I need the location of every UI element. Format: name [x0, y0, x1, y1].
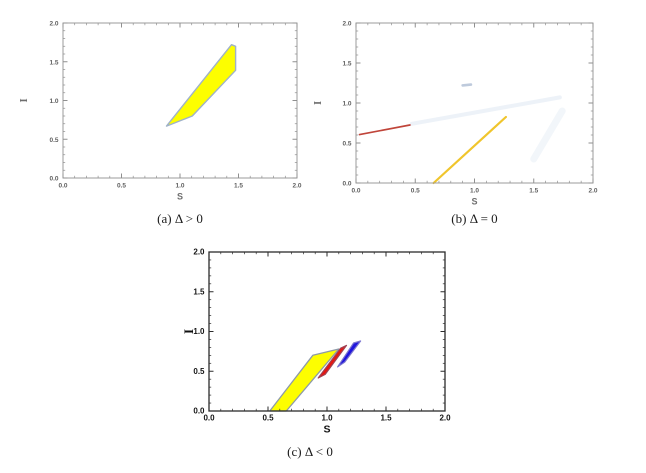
region-plot-delta-negative: 0.0 0.5 1.0 1.5 2.0 0.0 0.5 1.0 1.5 2.0 S I: [181, 248, 451, 436]
x-axis-label: S: [471, 197, 477, 206]
faint-streak-right: [530, 107, 566, 163]
panel-a: 0.0 0.5 1.0 1.5 2.0 0.0 0.5 1.0 1.5 2.0 S I: [0, 0, 322, 205]
y-tick-label: 1.5: [49, 59, 58, 66]
x-tick-label: 0.0: [203, 414, 215, 423]
y-tick-label: 2.0: [49, 21, 58, 28]
y-tick-label: 1.0: [342, 101, 351, 108]
y-tick-label: 1.5: [342, 61, 351, 68]
delta-positive-yellow-region: [165, 44, 237, 127]
y-tick-label: 2.0: [342, 21, 351, 28]
x-tick-label: 2.0: [292, 183, 301, 190]
y-tick-label: 0.5: [193, 367, 205, 376]
x-tick-label: 0.5: [117, 183, 126, 190]
y-tick-label: 0.0: [342, 181, 351, 188]
x-tick-label: 1.0: [175, 183, 184, 190]
y-tick-label: 1.0: [49, 98, 58, 105]
x-tick-label: 1.5: [234, 183, 243, 190]
plot-frame: [208, 251, 446, 412]
y-axis-label: I: [313, 101, 324, 105]
axis-ticks: [208, 251, 446, 412]
caption-b: (b) Δ = 0: [451, 211, 498, 226]
axis-ticks: [355, 22, 594, 184]
axis-ticks: [62, 22, 298, 179]
x-tick-label: 0.0: [351, 188, 360, 195]
panel-b: 0.0 0.5 1.0 1.5 2.0 0.0 0.5 1.0 1.5 2.0 S I: [310, 0, 646, 206]
region-plot-delta-zero: 0.0 0.5 1.0 1.5 2.0 0.0 0.5 1.0 1.5 2.0 S I: [313, 21, 598, 206]
x-tick-label: 1.0: [321, 414, 333, 423]
yellow-boundary-line: [432, 115, 508, 185]
x-axis-label: S: [323, 424, 330, 436]
x-tick-label: 0.5: [411, 188, 420, 195]
y-tick-label: 0.5: [49, 137, 58, 144]
delta-negative-blue-region: [337, 340, 362, 368]
red-boundary-line: [358, 124, 411, 136]
x-tick-label: 1.5: [380, 414, 392, 423]
x-axis-label: S: [177, 192, 183, 202]
y-axis-label: I: [19, 98, 30, 102]
y-tick-label: 0.0: [193, 407, 205, 416]
y-axis-label: I: [181, 329, 196, 334]
y-tick-label: 1.0: [193, 327, 205, 336]
x-tick-label: 2.0: [439, 414, 451, 423]
caption-c: (c) Δ < 0: [287, 444, 333, 459]
y-tick-label: 0.0: [49, 176, 58, 183]
delta-negative-yellow-region: [269, 348, 340, 412]
x-tick-label: 1.5: [529, 188, 538, 195]
panel-c: 0.0 0.5 1.0 1.5 2.0 0.0 0.5 1.0 1.5 2.0 S I: [150, 245, 496, 445]
x-tick-label: 2.0: [588, 188, 597, 195]
x-tick-label: 0.0: [58, 183, 67, 190]
faint-dash: [461, 83, 473, 87]
y-tick-label: 2.0: [193, 248, 205, 257]
y-tick-label: 0.5: [342, 141, 351, 148]
plot-frame: [355, 22, 594, 184]
x-tick-label: 1.0: [470, 188, 479, 195]
region-plot-delta-positive: 0.0 0.5 1.0 1.5 2.0 0.0 0.5 1.0 1.5 2.0 S I: [19, 21, 302, 202]
caption-a: (a) Δ > 0: [157, 211, 203, 226]
plot-frame: [62, 22, 298, 179]
delta-negative-red-region: [317, 344, 348, 379]
x-tick-label: 0.5: [262, 414, 274, 423]
y-tick-label: 1.5: [193, 287, 205, 296]
faint-streak-upper: [409, 95, 562, 126]
